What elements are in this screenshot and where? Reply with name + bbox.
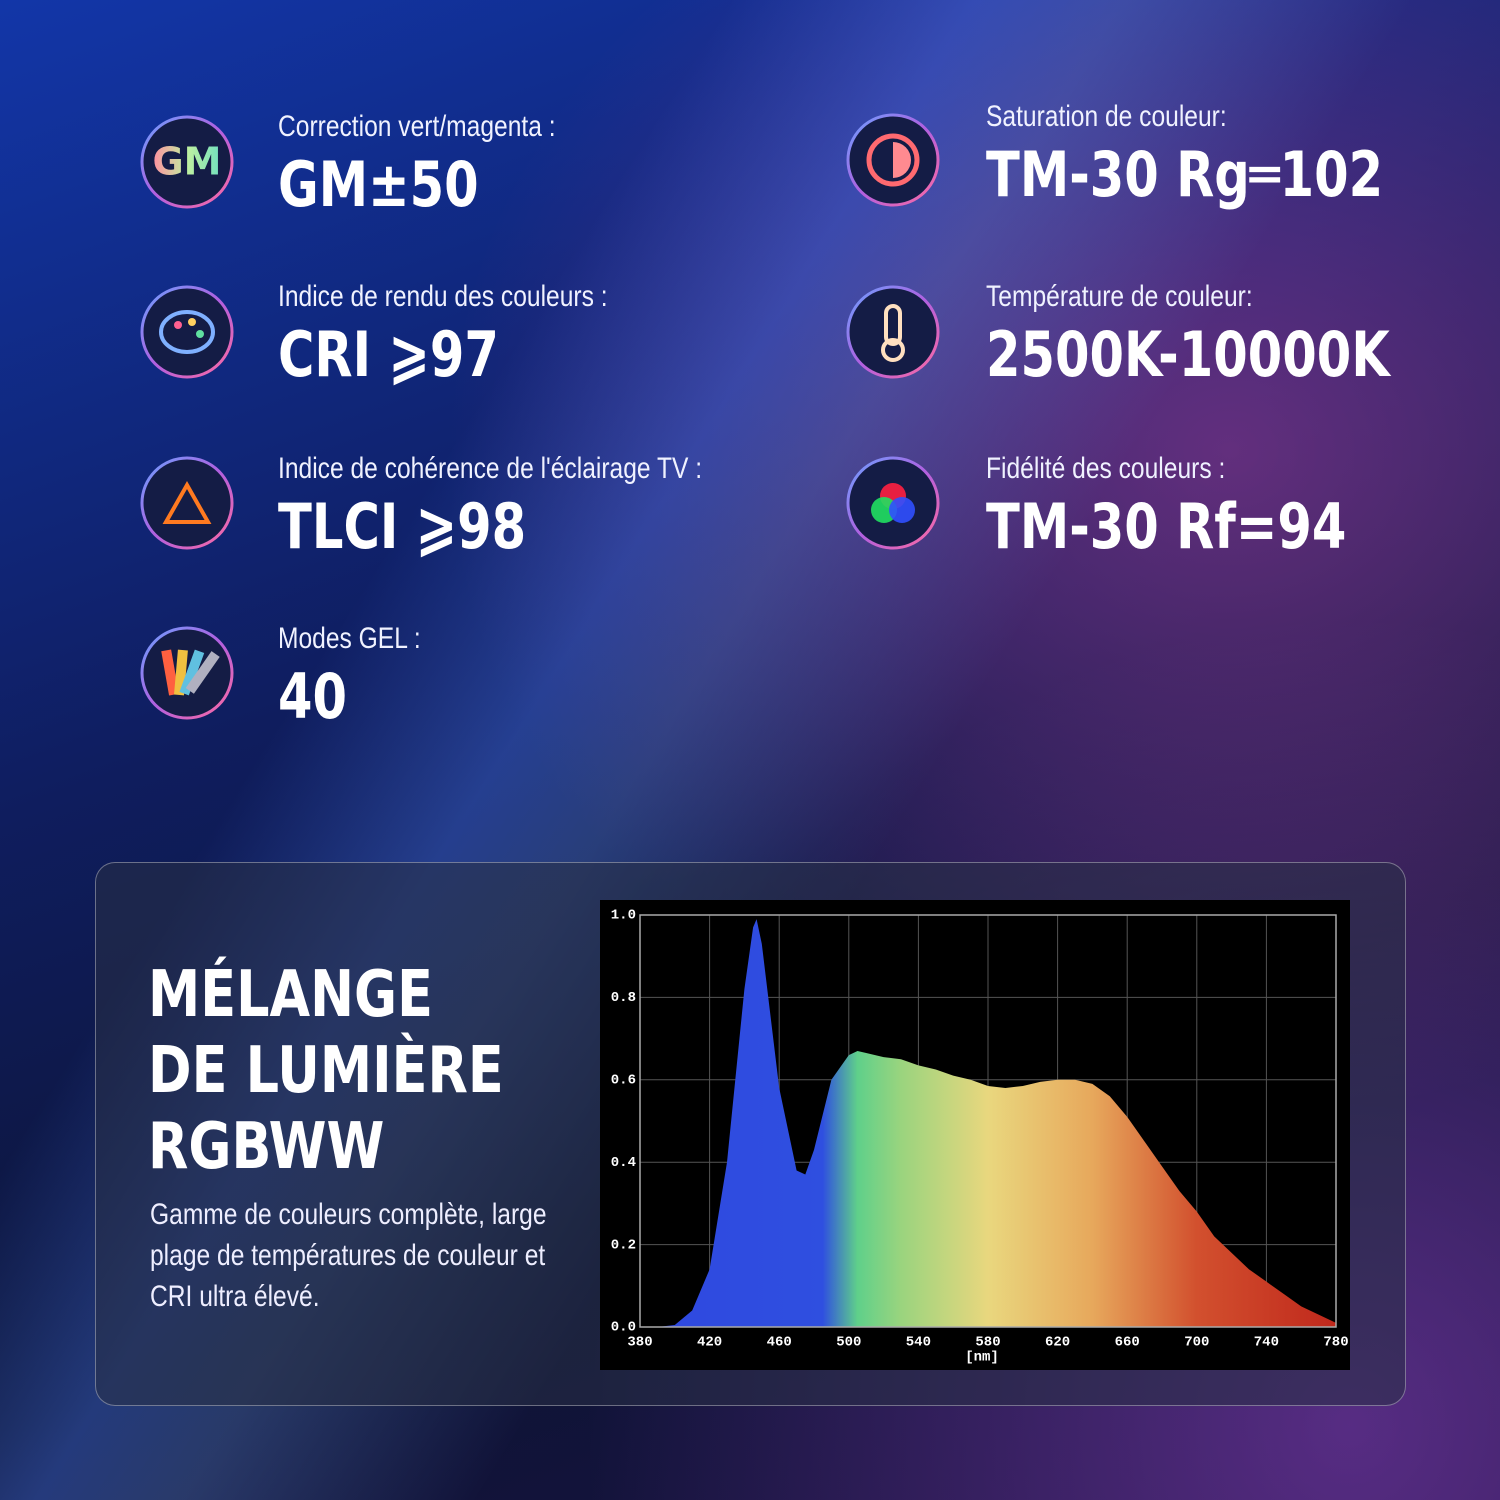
feature-value: CRI ⩾97 [278,318,499,391]
feature-label: Indice de cohérence de l'éclairage TV : [278,452,703,485]
x-tick-label: 740 [1254,1335,1279,1351]
gel-icon [161,649,179,696]
x-tick-label: 540 [906,1335,931,1351]
panel-description: plage de températures de couleur et [150,1239,546,1272]
feature-value: TM-30 Rg═102 [986,138,1384,211]
feature-label: Saturation de couleur: [986,100,1227,133]
y-tick-label: 1.0 [611,908,636,924]
spectrum-area [640,919,1336,1327]
y-tick-label: 0.2 [611,1237,636,1253]
panel-title: MÉLANGE [148,958,433,1032]
triangle-icon [162,480,212,524]
y-tick-label: 0.0 [611,1320,636,1336]
icons [140,113,940,720]
x-tick-label: 780 [1323,1335,1348,1351]
gel-icon [179,649,205,696]
panel-title: DE LUMIÈRE [148,1034,504,1108]
feature-value: 40 [278,660,348,733]
thermometer-icon [881,338,905,362]
x-axis-label: [nm] [965,1350,999,1366]
thermometer-icon [884,304,902,346]
x-tick-label: 700 [1184,1335,1209,1351]
feature-label: Température de couleur: [986,280,1253,313]
gel-icon [185,651,220,694]
saturation-icon [866,133,920,187]
x-tick-label: 460 [767,1335,792,1351]
plot-border [639,914,1337,1328]
rgb-icon [889,497,915,523]
panel-description: CRI ultra élevé. [150,1280,320,1313]
x-tick-label: 660 [1115,1335,1140,1351]
feature-value: TM-30 Rf=94 [986,490,1347,563]
panel-description: Gamme de couleurs complète, large [150,1198,547,1231]
icon-ring [140,456,234,550]
y-tick-label: 0.4 [611,1155,636,1171]
palette-icon [196,330,204,338]
chart: 0.0 0.2 0.4 0.6 0.8 1.0 380 420 460 500 540 580 620 6… [611,908,1349,1366]
palette-icon [174,321,182,329]
icon-ring [140,115,234,209]
feature-value: GM±50 [278,148,479,221]
y-tick-label: 0.8 [611,990,636,1006]
icon-ring [140,285,234,379]
icon-text: GM [152,140,221,184]
icon-glyphs [159,133,920,696]
feature-label: Fidélité des couleurs : [986,452,1226,485]
x-tick-label: 500 [836,1335,861,1351]
x-tick-label: 580 [975,1335,1000,1351]
feature-label: Modes GEL : [278,622,421,655]
panel-title: RGBWW [148,1110,385,1184]
feature-value: TLCI ⩾98 [278,490,527,563]
x-tick-label: 380 [627,1335,652,1351]
y-tick-label: 0.6 [611,1073,636,1089]
x-tick-label: 620 [1045,1335,1070,1351]
feature-label: Correction vert/magenta : [278,110,556,143]
rgb-icon [871,497,897,523]
x-tick-label: 420 [697,1335,722,1351]
feature-label: Indice de rendu des couleurs : [278,280,608,313]
palette-icon [159,310,215,354]
palette-icon [188,318,196,326]
feature-value: 2500K-10000K [986,318,1390,391]
icon-ring [846,285,940,379]
saturation-icon [893,142,911,178]
